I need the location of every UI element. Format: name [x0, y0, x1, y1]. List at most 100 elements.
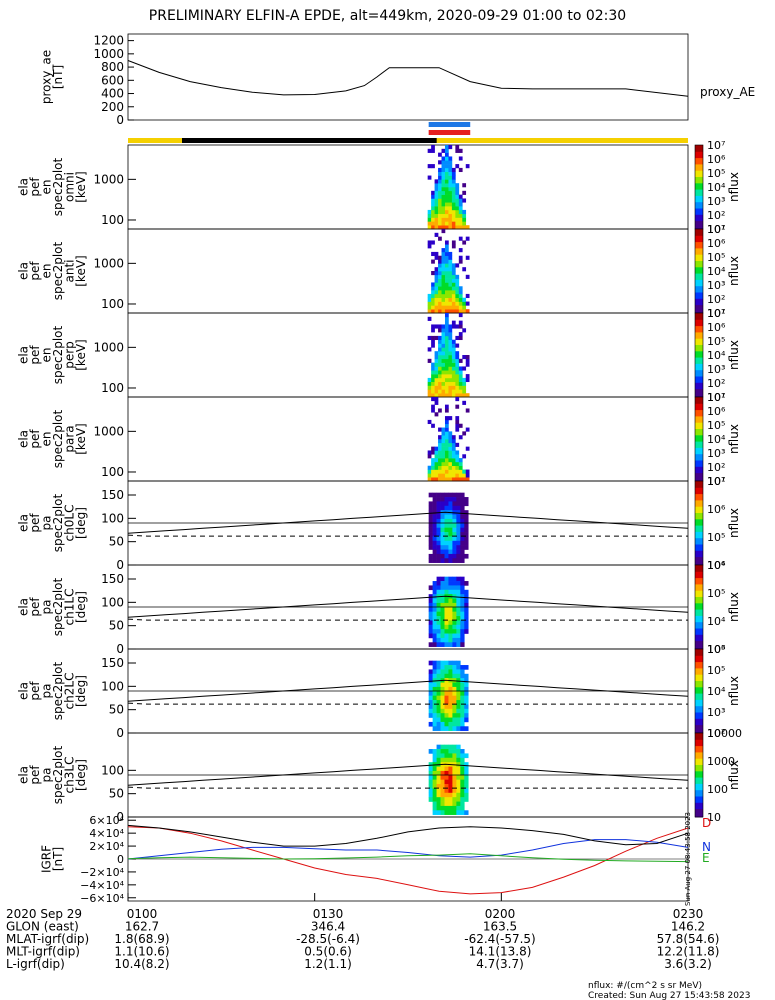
ch0lc-ytick-label: 50	[109, 535, 124, 549]
anti-cell	[441, 274, 446, 279]
anti-cell	[434, 274, 439, 279]
ch3lc-ytick-label: 0	[116, 810, 124, 824]
para-cell	[451, 454, 456, 459]
perp-ylabel-2: en	[39, 348, 53, 363]
ch2lc-cell	[456, 713, 461, 718]
igrf-legend-D: D	[702, 816, 711, 830]
ch3lc-cell	[452, 744, 457, 750]
anti-cell	[455, 263, 460, 268]
omni-colorbar-cell	[695, 205, 703, 209]
ch3lc-cell	[456, 788, 461, 794]
para-cell	[448, 473, 453, 478]
ch1lc-cell	[444, 602, 449, 608]
ch3lc-cell	[464, 770, 469, 776]
anti-cell	[444, 240, 449, 245]
para-cell	[434, 469, 439, 474]
ch1lc-cell	[444, 642, 449, 647]
ch1lc-cell	[428, 624, 433, 630]
anti-cell	[427, 293, 432, 299]
anti-cell	[434, 305, 439, 310]
perp-cell	[448, 328, 453, 333]
para-cell	[455, 461, 460, 467]
perp-cell	[444, 328, 449, 333]
ch0lc-cell	[460, 558, 465, 563]
ch2lc-cell	[432, 682, 437, 688]
omni-cell	[458, 206, 463, 211]
para-cell	[431, 473, 435, 478]
ch0lc-cell	[440, 492, 445, 498]
omni-cell	[431, 202, 435, 207]
ch3lc-loss-cone-line	[127, 763, 689, 786]
omni-cell	[441, 213, 446, 218]
para-cell	[441, 431, 446, 436]
perp-cell	[427, 347, 432, 352]
ch3lc-colorbar-cell	[695, 796, 703, 799]
ch0lc-cell	[432, 540, 437, 546]
omni-colorbar-cell	[695, 180, 703, 184]
omni-cell	[431, 213, 435, 218]
ch1lc-cell	[440, 602, 445, 608]
ch2lc-cell	[440, 708, 445, 714]
omni-cell	[462, 225, 467, 230]
para-cell	[444, 465, 449, 470]
ch2lc-cell	[452, 708, 457, 714]
omni-cell	[448, 179, 453, 184]
ch0lc-colorbar-cell	[695, 518, 703, 522]
ch0lc-cell	[460, 501, 465, 507]
ch2lc-colorbar-cell	[695, 691, 703, 694]
ch2lc-cell	[428, 721, 433, 727]
anti-cell	[448, 267, 453, 272]
ch3lc-cell	[444, 805, 449, 811]
ch3lc-cell	[448, 784, 453, 789]
anti-colorbar-cell	[695, 310, 703, 314]
para-colorbar-cell	[695, 403, 703, 406]
omni-cell	[441, 225, 446, 230]
ch2lc-cell	[432, 704, 437, 710]
ch1lc-cell	[444, 589, 449, 595]
ch2lc-cell	[428, 708, 433, 714]
perp-cell	[444, 381, 449, 386]
science-zone-blue-bar	[428, 122, 471, 127]
anti-colorbar-label: nflux	[727, 256, 741, 286]
ch3lc-colorbar-cell	[695, 760, 703, 763]
omni-cell	[444, 167, 449, 173]
ch1lc-cell	[436, 607, 441, 612]
omni-cell	[438, 152, 442, 157]
perp-cell	[462, 355, 467, 360]
ch0lc-cell	[440, 545, 445, 550]
ch1lc-cell	[448, 616, 453, 621]
omni-colorbar-cell	[695, 208, 703, 211]
anti-cell	[458, 259, 463, 264]
ch0lc-colorbar-cell	[695, 523, 703, 526]
para-cell	[427, 419, 432, 425]
anti-cell	[441, 282, 446, 287]
ch0lc-cell	[464, 545, 469, 550]
ch2lc-cell	[444, 682, 449, 688]
anti-colorbar-cell	[695, 281, 703, 285]
ch0lc-cell	[440, 501, 445, 507]
ch2lc-colorbar-cell	[695, 674, 703, 677]
anti-cell	[444, 274, 449, 279]
perp-cell	[458, 370, 463, 375]
ch0lc-cell	[456, 510, 461, 515]
anti-cell	[444, 251, 449, 257]
ch3lc-colorbar-cell	[695, 741, 703, 744]
omni-cell	[444, 221, 449, 226]
ch0lc-cell	[448, 527, 453, 533]
ch1lc-cell	[428, 620, 433, 626]
para-colorbar-cell	[695, 447, 703, 450]
omni-cell	[462, 183, 467, 188]
anti-cell	[458, 290, 463, 295]
ch3lc-cell	[448, 766, 453, 772]
ch2lc-cell	[448, 682, 453, 688]
perp-cell	[451, 343, 456, 348]
ch1lc-cell	[464, 598, 469, 604]
ch3lc-cell	[436, 784, 441, 789]
para-colorbar-cell	[695, 474, 703, 478]
ch1lc-colorbar-cell	[695, 571, 703, 574]
ch0lc-cell	[452, 527, 457, 533]
ch3lc-cell	[448, 805, 453, 811]
perp-cell	[462, 381, 467, 386]
ch2lc-colorbar-cell	[695, 678, 703, 681]
omni-cell	[458, 217, 463, 222]
